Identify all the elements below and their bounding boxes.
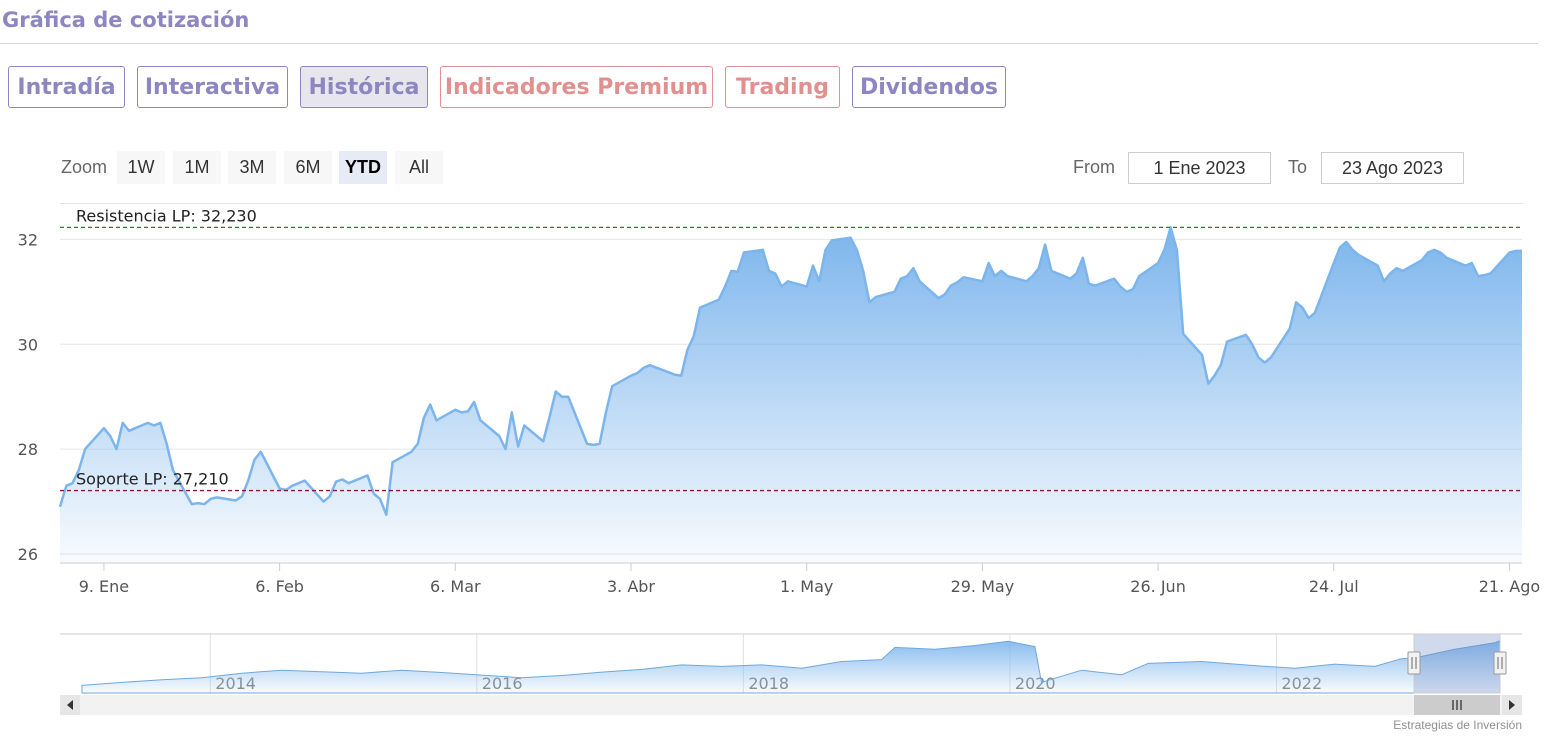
range-to-input[interactable]: 23 Ago 2023 <box>1321 152 1464 184</box>
zoom-3m-button[interactable]: 3M <box>228 151 276 184</box>
x-tick-label: 29. May <box>951 577 1015 596</box>
tab-intradia[interactable]: Intradía <box>8 66 125 108</box>
navigator-area <box>81 639 1501 694</box>
x-tick-label: 24. Jul <box>1309 577 1359 596</box>
credits-text[interactable]: Estrategias de Inversión <box>1393 718 1522 732</box>
toolbar-divider <box>60 203 1523 204</box>
y-tick-label: 28 <box>18 440 38 459</box>
tab-trading[interactable]: Trading <box>725 66 840 108</box>
navigator-handle <box>1407 651 1421 675</box>
scrollbar-track <box>60 695 1522 715</box>
range-to-label: To <box>1288 157 1308 177</box>
navigator[interactable]: 20142016201820202022 <box>60 633 1522 694</box>
navigator-handle <box>1493 651 1507 675</box>
range-from-input[interactable]: 1 Ene 2023 <box>1128 152 1271 184</box>
header-divider <box>0 43 1538 44</box>
zoom-ytd-button[interactable]: YTD <box>339 151 387 184</box>
axes: 26 28 30 32 9. Ene 6. Feb 6. Mar 3. Abr 1. May 29… <box>18 230 1541 596</box>
scrollbar[interactable] <box>60 695 1522 715</box>
x-tick-label: 6. Mar <box>430 577 481 596</box>
tab-dividendos[interactable]: Dividendos <box>852 66 1006 108</box>
range-from-label: From <box>1073 157 1115 177</box>
x-tick-label: 6. Feb <box>255 577 304 596</box>
reference-line-label: Resistencia LP: 32,230 <box>76 206 257 225</box>
tab-indicadores-premium[interactable]: Indicadores Premium <box>440 66 713 108</box>
x-tick-label: 9. Ene <box>79 577 129 596</box>
x-tick-label: 26. Jun <box>1130 577 1186 596</box>
area-series <box>58 226 1522 564</box>
x-tick-label: 3. Abr <box>607 577 655 596</box>
scroll-left-arrow-icon <box>67 700 73 710</box>
y-tick-label: 30 <box>18 335 38 354</box>
scroll-right-arrow-icon <box>1509 700 1515 710</box>
navigator-selection <box>1413 633 1501 694</box>
zoom-1w-button[interactable]: 1W <box>117 151 165 184</box>
zoom-all-button[interactable]: All <box>395 151 443 184</box>
y-tick-label: 26 <box>18 545 38 564</box>
x-tick-label: 1. May <box>780 577 833 596</box>
reference-line-label: Soporte LP: 27,210 <box>76 470 229 489</box>
page-title: Gráfica de cotización <box>2 8 250 32</box>
area-fill <box>60 227 1522 564</box>
reference-lines: Resistencia LP: 32,230 Soporte LP: 27,210 <box>60 206 1522 492</box>
series-line <box>58 226 1522 516</box>
zoom-1m-button[interactable]: 1M <box>173 151 221 184</box>
zoom-6m-button[interactable]: 6M <box>284 151 332 184</box>
y-tick-label: 32 <box>18 230 38 249</box>
tab-interactiva[interactable]: Interactiva <box>137 66 288 108</box>
x-tick-label: 21. Ago <box>1479 577 1540 596</box>
zoom-label: Zoom <box>61 157 108 177</box>
tab-historica[interactable]: Histórica <box>300 66 428 108</box>
